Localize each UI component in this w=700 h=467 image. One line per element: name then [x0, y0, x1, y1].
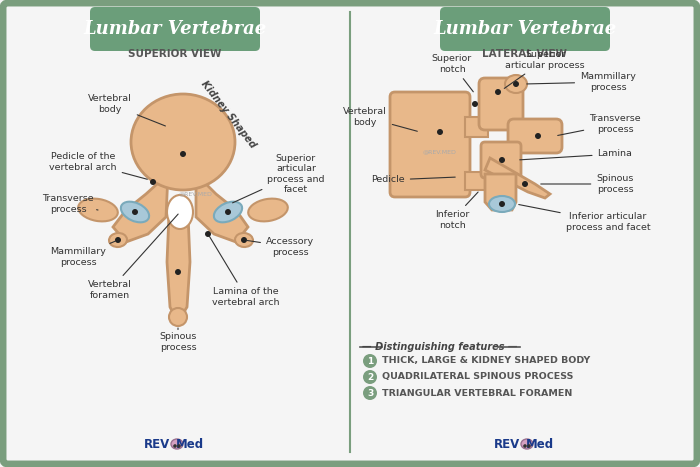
Circle shape	[535, 133, 541, 139]
Text: Lumbar Vertebrae: Lumbar Vertebrae	[83, 20, 267, 38]
Circle shape	[522, 181, 528, 187]
Circle shape	[523, 444, 527, 448]
Ellipse shape	[109, 233, 127, 247]
Text: Spinous
process: Spinous process	[541, 174, 634, 194]
Ellipse shape	[521, 439, 533, 449]
Polygon shape	[167, 214, 190, 317]
Ellipse shape	[248, 198, 288, 221]
FancyBboxPatch shape	[481, 142, 521, 178]
Text: Pedicle of the
vertebral arch: Pedicle of the vertebral arch	[49, 152, 147, 179]
Circle shape	[132, 209, 138, 215]
Text: Vertebral
body: Vertebral body	[88, 94, 165, 126]
Circle shape	[225, 209, 231, 215]
Text: 1: 1	[367, 356, 373, 366]
Polygon shape	[485, 174, 516, 210]
Circle shape	[205, 231, 211, 237]
Ellipse shape	[489, 196, 515, 212]
Ellipse shape	[78, 198, 118, 221]
Text: TRIANGULAR VERTEBRAL FORAMEN: TRIANGULAR VERTEBRAL FORAMEN	[382, 389, 573, 397]
Text: Lumbar Vertebrae: Lumbar Vertebrae	[433, 20, 617, 38]
Text: Inferior
notch: Inferior notch	[435, 192, 478, 230]
Circle shape	[180, 151, 186, 157]
Text: Transverse
process: Transverse process	[42, 194, 98, 214]
Text: Vertebral
body: Vertebral body	[343, 107, 417, 131]
Circle shape	[169, 308, 187, 326]
Text: Vertebral
foramen: Vertebral foramen	[88, 214, 178, 300]
Circle shape	[499, 201, 505, 207]
Ellipse shape	[171, 439, 183, 449]
Circle shape	[495, 89, 501, 95]
Polygon shape	[465, 117, 488, 137]
Text: Lamina of the
vertebral arch: Lamina of the vertebral arch	[209, 236, 280, 307]
Circle shape	[527, 444, 531, 448]
Circle shape	[173, 444, 177, 448]
Text: Mammillary
process: Mammillary process	[527, 72, 636, 92]
Text: @REV.MED: @REV.MED	[423, 149, 457, 155]
Text: Lamina: Lamina	[520, 149, 632, 160]
Ellipse shape	[131, 94, 235, 190]
Text: REV: REV	[144, 439, 170, 452]
Text: Superior
articular
process and
facet: Superior articular process and facet	[232, 154, 325, 203]
Circle shape	[363, 386, 377, 400]
Text: @REV.MED: @REV.MED	[179, 191, 213, 197]
Ellipse shape	[235, 233, 253, 247]
Polygon shape	[196, 174, 248, 242]
Circle shape	[363, 354, 377, 368]
Text: Superior
articular process: Superior articular process	[504, 50, 584, 88]
Text: QUADRILATERAL SPINOUS PROCESS: QUADRILATERAL SPINOUS PROCESS	[382, 373, 573, 382]
Circle shape	[472, 101, 478, 107]
Circle shape	[115, 237, 121, 243]
Circle shape	[437, 129, 443, 135]
FancyBboxPatch shape	[90, 7, 260, 51]
Ellipse shape	[167, 195, 193, 229]
Polygon shape	[113, 174, 168, 242]
FancyBboxPatch shape	[3, 3, 697, 464]
Text: 2: 2	[367, 373, 373, 382]
Circle shape	[499, 157, 505, 163]
Text: Pedicle: Pedicle	[371, 176, 455, 184]
Text: Spinous
process: Spinous process	[160, 328, 197, 352]
Circle shape	[177, 444, 181, 448]
Text: 3: 3	[367, 389, 373, 397]
Text: Transverse
process: Transverse process	[558, 114, 640, 135]
Text: — Distinguishing features —: — Distinguishing features —	[362, 342, 518, 352]
Text: SUPERIOR VIEW: SUPERIOR VIEW	[128, 49, 222, 59]
Polygon shape	[485, 158, 550, 198]
Text: LATERAL VIEW: LATERAL VIEW	[482, 49, 568, 59]
Polygon shape	[465, 172, 488, 190]
Text: Superior
notch: Superior notch	[432, 54, 473, 92]
Circle shape	[363, 370, 377, 384]
Ellipse shape	[121, 202, 149, 222]
FancyBboxPatch shape	[479, 78, 523, 130]
Text: Mammillary
process: Mammillary process	[50, 241, 116, 267]
Ellipse shape	[214, 202, 242, 222]
Text: REV: REV	[494, 439, 520, 452]
Ellipse shape	[505, 75, 527, 93]
Circle shape	[175, 269, 181, 275]
Circle shape	[241, 237, 247, 243]
Text: Inferior articular
process and facet: Inferior articular process and facet	[519, 205, 650, 232]
Text: THICK, LARGE & KIDNEY SHAPED BODY: THICK, LARGE & KIDNEY SHAPED BODY	[382, 356, 590, 366]
Circle shape	[513, 81, 519, 87]
Text: Accessory
process: Accessory process	[246, 237, 314, 257]
FancyBboxPatch shape	[390, 92, 470, 197]
Circle shape	[150, 179, 156, 185]
Text: Med: Med	[526, 439, 554, 452]
Text: Med: Med	[176, 439, 204, 452]
Text: Kidney Shaped: Kidney Shaped	[199, 78, 258, 149]
FancyBboxPatch shape	[440, 7, 610, 51]
FancyBboxPatch shape	[508, 119, 562, 153]
